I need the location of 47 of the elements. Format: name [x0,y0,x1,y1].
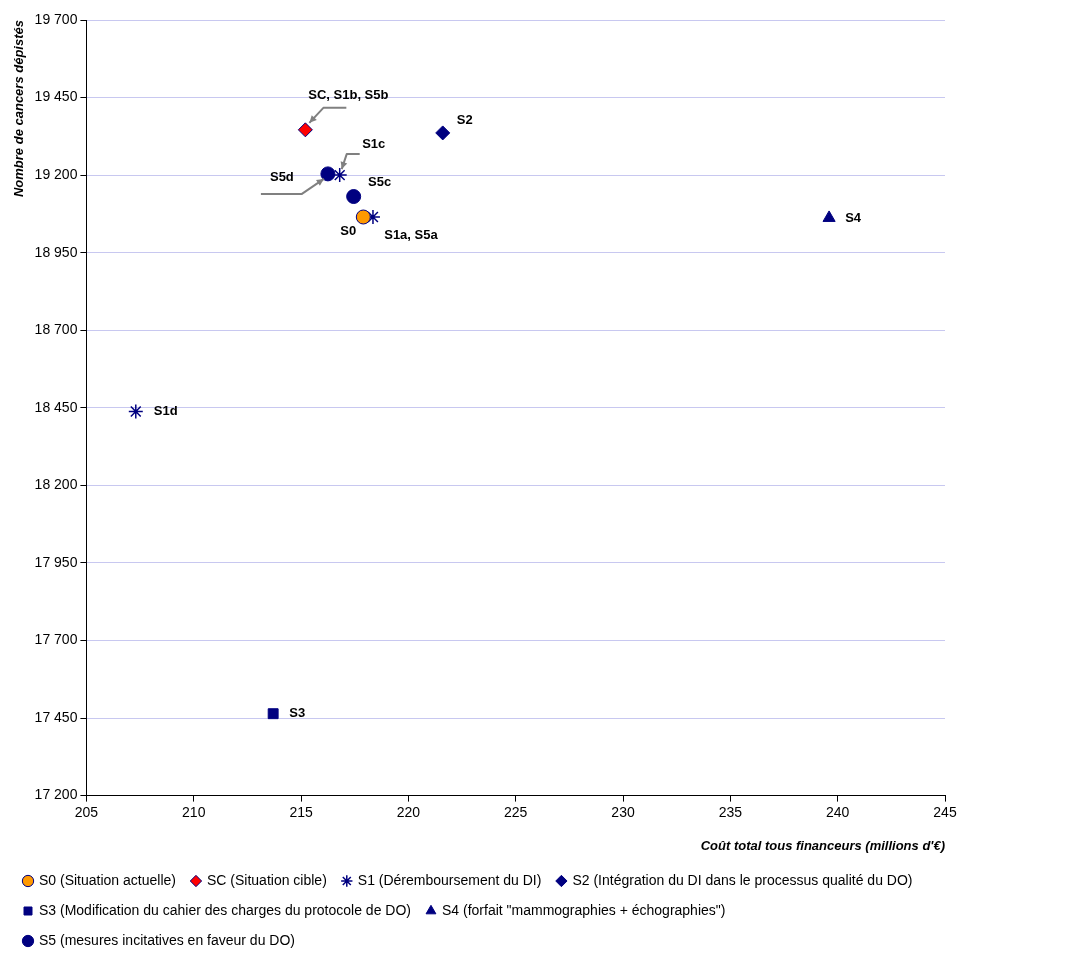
y-tick-label: 19 450 [34,88,78,105]
annotation: SC, S1b, S5b [308,87,389,103]
y-tick-label: 18 700 [34,321,78,338]
y-axis-title: Nombre de cancers dépistés [11,20,27,198]
x-tick-label: 225 [504,803,528,820]
legend-label: S5 (mesures incitatives en faveur du DO) [39,931,295,948]
annotation: S4 [845,209,862,225]
x-tick-label: 245 [933,803,957,820]
y-tick-label: 19 700 [34,10,78,27]
y-tick-label: 18 450 [34,398,78,415]
y-tick-label: 17 200 [34,786,78,803]
x-tick-label: 230 [611,803,635,820]
y-tick-label: 18 950 [34,243,78,260]
annotation: S2 [456,111,473,127]
y-tick-label: 19 200 [34,165,78,182]
legend-label: S4 (forfait "mammographies + échographies") [441,901,726,918]
point [267,708,279,720]
legend-label: S1 (Déremboursement du DI) [357,871,542,888]
x-tick-label: 220 [396,803,421,820]
x-tick-label: 215 [289,803,313,820]
annotation: S1a, S5a [384,226,439,242]
annotation: S0 [340,222,357,238]
point [435,125,451,141]
annotation: S5c [368,174,392,190]
legend-label: S2 (Intégration du DI dans le processus qualité du DO) [572,871,913,888]
x-axis-title: Coût total tous financeurs (millions d'€) [700,837,945,853]
annotation: S5d [269,169,294,185]
point [346,189,362,205]
x-tick-label: 240 [826,803,850,820]
y-tick-label: 17 700 [34,631,78,648]
annotation: S3 [289,705,306,721]
y-tick-label: 18 200 [34,476,78,493]
point [822,210,836,222]
point [355,209,371,225]
y-tick-label: 17 450 [34,708,78,725]
x-tick-label: 205 [74,803,99,820]
legend-label: SC (Situation cible) [206,871,327,888]
x-tick-label: 235 [718,803,743,820]
x-tick-label: 210 [182,803,206,820]
legend-label: S0 (Situation actuelle) [39,871,176,888]
point [128,403,144,420]
annotation: S1d [153,403,178,419]
y-tick-label: 17 950 [34,553,78,570]
point [320,166,336,182]
point [297,122,313,138]
legend-label: S3 (Modification du cahier des charges du protocole de DO) [39,901,411,918]
annotation: S1c [362,135,386,151]
